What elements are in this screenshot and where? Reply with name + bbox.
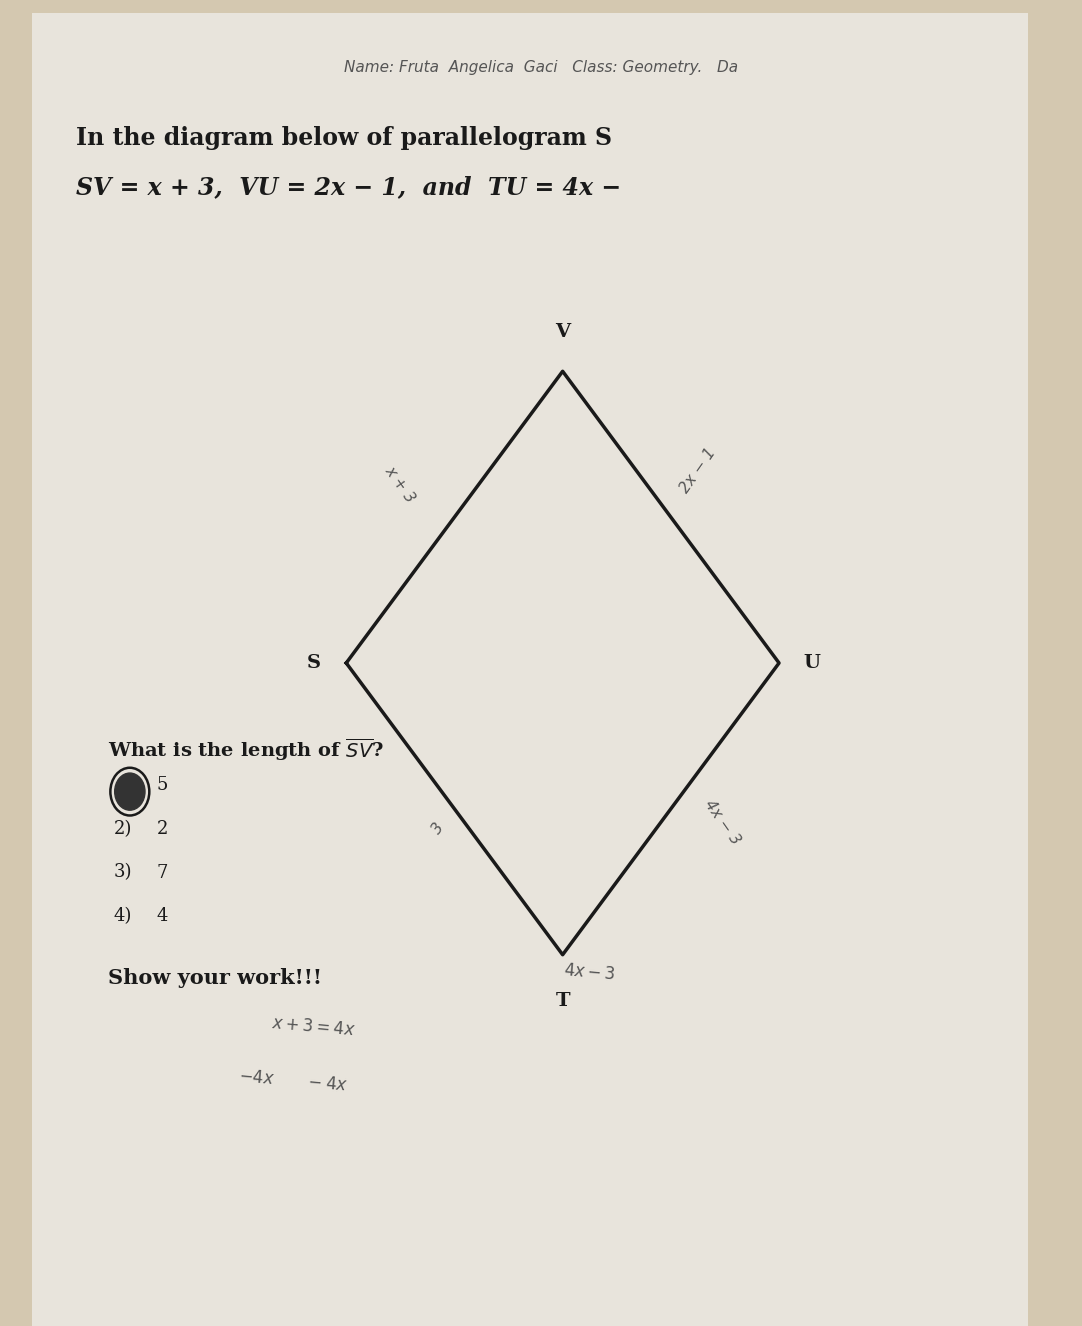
Text: 2x − 1: 2x − 1 — [677, 446, 718, 496]
Text: x + 3: x + 3 — [382, 463, 419, 505]
Text: $x + 3 = 4x$: $x + 3 = 4x$ — [270, 1014, 356, 1040]
Text: 4: 4 — [157, 907, 169, 926]
Text: SV = x + 3,  VU = 2x − 1,  and  TU = 4x −: SV = x + 3, VU = 2x − 1, and TU = 4x − — [76, 175, 621, 199]
Text: Show your work!!!: Show your work!!! — [108, 968, 322, 988]
Text: Name: Fruta  Angelica  Gaci   Class: Geometry.   Da: Name: Fruta Angelica Gaci Class: Geometr… — [344, 60, 738, 74]
Text: 3): 3) — [114, 863, 132, 882]
Text: 3: 3 — [430, 821, 447, 837]
Text: 2: 2 — [157, 819, 169, 838]
Text: 4): 4) — [114, 907, 132, 926]
Text: V: V — [555, 322, 570, 341]
Text: T: T — [555, 992, 570, 1010]
Text: $-4x \quad\quad -4x$: $-4x \quad\quad -4x$ — [238, 1067, 348, 1095]
Text: 7: 7 — [157, 863, 169, 882]
Circle shape — [115, 773, 145, 810]
Text: $4x - 3$: $4x - 3$ — [563, 961, 616, 984]
FancyBboxPatch shape — [32, 13, 1028, 1326]
Text: 5: 5 — [157, 776, 169, 794]
Text: 2): 2) — [114, 819, 132, 838]
Text: 4x − 3: 4x − 3 — [702, 797, 743, 847]
Text: In the diagram below of parallelogram S: In the diagram below of parallelogram S — [76, 126, 611, 150]
Text: S: S — [307, 654, 320, 672]
Text: U: U — [803, 654, 820, 672]
Text: What is the length of $\overline{SV}$?: What is the length of $\overline{SV}$? — [108, 736, 384, 762]
